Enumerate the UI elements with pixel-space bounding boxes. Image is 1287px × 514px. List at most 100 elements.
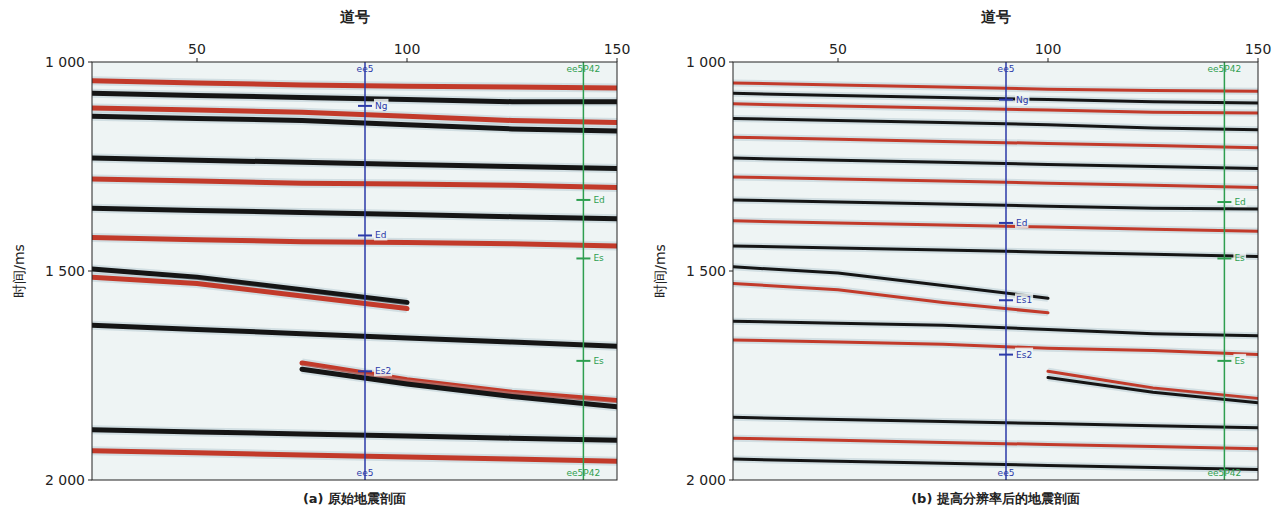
horizon	[302, 363, 617, 401]
x-tick	[1258, 58, 1259, 62]
formation-label: Es	[593, 253, 604, 263]
y-tick	[729, 271, 733, 272]
formation-top	[1217, 201, 1231, 203]
well-label: ee5	[998, 468, 1015, 478]
horizon-halo	[92, 325, 617, 346]
figure: ee5ee5NgEdEs2ee5P42ee5P42EdEsEs50100150道…	[0, 0, 1287, 514]
horizon-halo	[733, 438, 1258, 449]
formation-label: Ed	[593, 195, 604, 205]
horizon	[92, 430, 617, 441]
horizon-halo	[733, 284, 1048, 313]
horizon	[1048, 378, 1258, 403]
horizon-halo	[733, 118, 1258, 129]
horizon	[733, 83, 1258, 91]
panel-caption: (b) 提高分辨率后的地震剖面	[911, 491, 1080, 506]
horizon-halo	[733, 321, 1258, 336]
label-patch	[374, 99, 388, 111]
horizon	[733, 459, 1258, 470]
x-tick	[838, 58, 839, 62]
label-patch	[374, 364, 392, 376]
y-tick-label: 2 000	[686, 472, 726, 488]
y-tick	[88, 62, 92, 63]
panel: ee5ee5NgEdEs1Es2ee5P42ee5P42EdEsEs501001…	[652, 8, 1271, 506]
y-axis-title: 时间/ms	[11, 244, 27, 298]
well-label: ee5	[998, 64, 1015, 74]
horizon	[733, 200, 1258, 209]
horizon-halo	[733, 246, 1258, 257]
well-line	[1005, 62, 1007, 480]
plot-background	[92, 62, 617, 480]
formation-label: Ed	[375, 230, 386, 240]
horizon	[92, 451, 617, 462]
horizon-halo	[733, 158, 1258, 169]
horizon-halo	[733, 137, 1258, 148]
horizon	[733, 438, 1258, 449]
formation-top	[358, 105, 372, 107]
y-tick	[729, 62, 733, 63]
y-tick-label: 1 500	[45, 263, 85, 279]
panel-caption: (a) 原始地震剖面	[303, 491, 406, 506]
formation-top	[1217, 257, 1231, 259]
formation-label: Es2	[375, 366, 391, 376]
horizon-halo	[92, 430, 617, 441]
x-tick	[407, 58, 408, 62]
horizon	[92, 325, 617, 346]
formation-top	[576, 360, 590, 362]
horizon-halo	[92, 93, 617, 101]
horizon-halo	[733, 417, 1258, 428]
horizon-halo	[92, 277, 407, 308]
horizon-halo	[733, 83, 1258, 91]
x-tick-label: 100	[1035, 41, 1062, 57]
well-line	[1224, 62, 1226, 480]
y-tick	[88, 271, 92, 272]
formation-label: Ed	[1016, 218, 1027, 228]
formation-label: Es	[593, 356, 604, 366]
formation-top	[358, 234, 372, 236]
horizon-halo	[302, 369, 617, 407]
horizon	[92, 116, 617, 131]
y-tick	[729, 480, 733, 481]
formation-top	[1217, 360, 1231, 362]
horizon-halo	[92, 116, 617, 131]
horizon	[733, 118, 1258, 129]
label-patch	[592, 193, 605, 205]
horizon-halo	[92, 179, 617, 187]
marks	[92, 81, 617, 461]
formation-top	[576, 257, 590, 259]
horizon	[733, 104, 1258, 113]
horizon-halo	[733, 459, 1258, 470]
x-tick-label: 50	[188, 41, 206, 57]
y-tick	[88, 480, 92, 481]
horizon	[733, 284, 1048, 313]
well-label: ee5P42	[567, 64, 601, 74]
horizon-halo	[92, 208, 617, 219]
horizon	[92, 179, 617, 187]
formation-label: Ng	[1016, 95, 1028, 105]
y-tick-label: 2 000	[45, 472, 85, 488]
horizon-halo	[92, 451, 617, 462]
horizon	[92, 238, 617, 246]
well-label: ee5P42	[1208, 64, 1242, 74]
formation-label: Ed	[1234, 197, 1245, 207]
marks	[733, 83, 1258, 470]
horizon	[733, 417, 1258, 428]
well-label: ee5P42	[1208, 468, 1242, 478]
horizon	[733, 340, 1258, 355]
horizon-halo	[92, 158, 617, 169]
horizon	[92, 93, 617, 101]
label-patch	[1015, 93, 1029, 105]
formation-label: Es1	[1016, 295, 1032, 305]
label-patch	[1233, 195, 1246, 207]
horizon-halo	[302, 363, 617, 401]
horizon-halo	[733, 200, 1258, 209]
label-patch	[1233, 354, 1246, 366]
well-line	[364, 62, 366, 480]
horizon-halo	[733, 221, 1258, 232]
horizon-halo	[733, 177, 1258, 188]
horizon	[733, 221, 1258, 232]
formation-top	[999, 222, 1013, 224]
x-tick	[1048, 58, 1049, 62]
label-patch	[592, 251, 605, 263]
label-patch	[374, 228, 387, 240]
x-tick-label: 100	[394, 41, 421, 57]
